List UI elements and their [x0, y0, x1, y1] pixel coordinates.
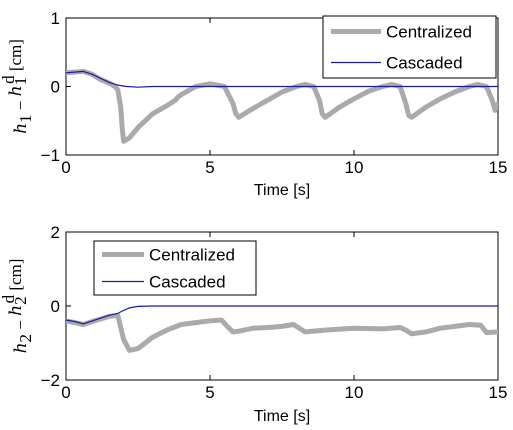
- x-tick-label: 10: [345, 383, 364, 402]
- x-tick-label: 0: [61, 383, 70, 402]
- x-tick-label: 15: [489, 158, 508, 177]
- series-line-cascaded: [66, 305, 498, 325]
- y-tick-label: 0: [51, 297, 60, 316]
- legend-label: Cascaded: [149, 273, 226, 292]
- legend: Centralized Cascaded: [93, 240, 257, 296]
- y-axis-label: h1 − h1d [cm]: [0, 39, 35, 134]
- x-axis-label: Time [s]: [254, 408, 310, 425]
- x-tick-label: 0: [61, 158, 70, 177]
- y-axis-label: h2 − h2d [cm]: [0, 259, 35, 354]
- legend-label: Cascaded: [386, 54, 463, 73]
- x-tick-label: 10: [345, 158, 364, 177]
- x-tick-label: 5: [205, 383, 214, 402]
- legend-label: Centralized: [386, 23, 472, 42]
- series-line-cascaded: [66, 70, 498, 88]
- y-tick-label: 1: [51, 9, 60, 28]
- legend-box: [93, 240, 257, 296]
- y-tick-label: −2: [41, 371, 60, 390]
- y-tick-label: −1: [41, 146, 60, 165]
- series-line-centralized: [66, 312, 498, 353]
- x-tick-label: 15: [489, 383, 508, 402]
- legend-label: Centralized: [149, 246, 235, 265]
- y-tick-label: 0: [51, 78, 60, 97]
- x-tick-label: 5: [205, 158, 214, 177]
- x-axis-label: Time [s]: [254, 182, 310, 199]
- legend: Centralized Cascaded: [322, 15, 497, 79]
- y-tick-label: 2: [51, 223, 60, 242]
- series-line-centralized: [66, 68, 498, 144]
- legend-box: [322, 15, 497, 79]
